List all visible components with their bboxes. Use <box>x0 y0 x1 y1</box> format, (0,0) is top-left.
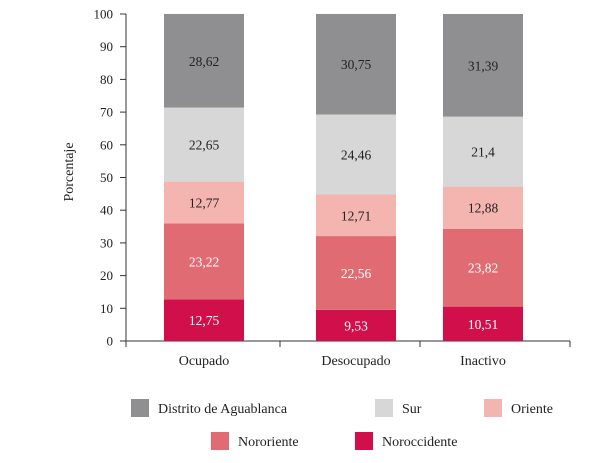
y-tick-label: 80 <box>100 72 113 87</box>
bar-segment <box>316 13 396 115</box>
legend-swatch <box>484 399 502 417</box>
y-tick-label: 30 <box>100 235 113 250</box>
y-tick-label: 100 <box>94 7 114 22</box>
data-label: 12,75 <box>189 313 220 328</box>
bar-segment <box>443 186 523 229</box>
legend-label: Oriente <box>511 402 553 417</box>
data-label: 12,77 <box>189 195 220 210</box>
category-label: Desocupado <box>321 354 390 369</box>
data-label: 30,75 <box>341 57 372 72</box>
data-label: 10,51 <box>468 317 498 332</box>
bar-segment <box>316 194 396 237</box>
bar-segment <box>164 223 244 300</box>
bar-segment <box>164 181 244 224</box>
data-label: 9,53 <box>344 318 368 333</box>
data-label: 12,88 <box>468 201 499 216</box>
data-label: 22,65 <box>189 138 220 153</box>
data-label: 23,22 <box>189 254 219 269</box>
y-tick-label: 50 <box>100 170 113 185</box>
y-tick-label: 70 <box>100 105 113 120</box>
y-axis-label: Porcentaje <box>62 142 77 201</box>
data-label: 21,4 <box>471 145 495 160</box>
bar-segment <box>164 13 244 108</box>
legend-swatch <box>355 432 373 450</box>
bar-segment <box>443 306 523 341</box>
y-tick-label: 20 <box>100 268 113 283</box>
legend-label: Nororiente <box>238 435 299 450</box>
data-label: 31,39 <box>468 58 499 73</box>
bar-segment <box>443 228 523 307</box>
y-tick-label: 40 <box>100 203 113 218</box>
data-label: 23,82 <box>468 261 498 276</box>
data-label: 24,46 <box>341 148 372 163</box>
data-label: 28,62 <box>189 54 219 69</box>
y-tick-label: 90 <box>100 39 113 54</box>
legend-label: Distrito de Aguablanca <box>158 402 288 417</box>
legend-swatch <box>211 432 229 450</box>
data-label: 12,71 <box>341 208 371 223</box>
legend-label: Sur <box>402 402 422 417</box>
bar-segment <box>164 299 244 341</box>
category-label: Inactivo <box>460 354 506 369</box>
bar-segment <box>316 114 396 195</box>
legend-swatch <box>375 399 393 417</box>
bar-segment <box>164 107 244 182</box>
legend-label: Noroccidente <box>382 435 457 450</box>
legend-swatch <box>131 399 149 417</box>
y-tick-label: 60 <box>100 137 113 152</box>
y-tick-label: 10 <box>100 301 113 316</box>
y-tick-label: 0 <box>107 334 114 349</box>
bar-segment <box>443 14 523 117</box>
data-label: 22,56 <box>341 266 372 281</box>
bar-segment <box>316 309 396 341</box>
category-label: Ocupado <box>179 354 230 369</box>
bar-segment <box>316 236 396 310</box>
bar-segment <box>443 116 523 187</box>
